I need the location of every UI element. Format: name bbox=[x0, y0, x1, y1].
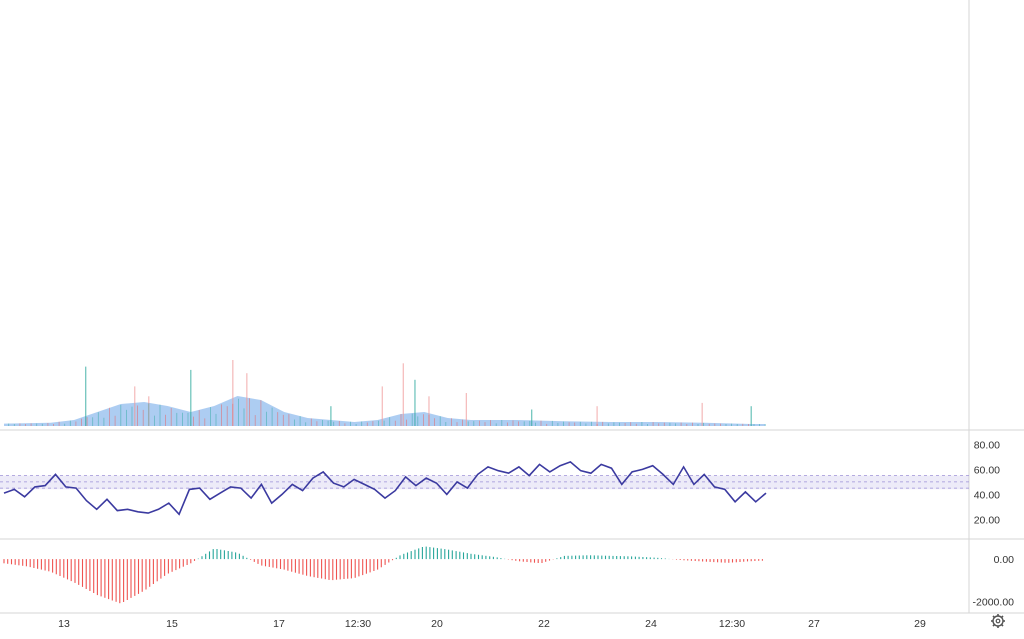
x-tick-label: 20 bbox=[431, 618, 443, 630]
x-tick-label: 12:30 bbox=[345, 618, 371, 630]
macd-tick-label: -2000.00 bbox=[973, 596, 1015, 608]
rsi-tick-label: 80.00 bbox=[974, 440, 1000, 452]
x-tick-label: 12:30 bbox=[719, 618, 745, 630]
rsi-pane bbox=[0, 460, 969, 516]
rsi-band bbox=[0, 475, 969, 490]
volume-pane bbox=[4, 360, 766, 426]
rsi-tick-label: 60.00 bbox=[974, 464, 1000, 476]
macd-pane bbox=[3, 546, 763, 604]
x-tick-label: 29 bbox=[914, 618, 926, 630]
x-tick-label: 22 bbox=[538, 618, 550, 630]
x-tick-label: 17 bbox=[273, 618, 285, 630]
settings-gear-icon[interactable] bbox=[991, 614, 1005, 628]
x-tick-label: 15 bbox=[166, 618, 178, 630]
axes: 32000.0030000.0028000.0026000.0025000.00… bbox=[58, 440, 1015, 631]
x-tick-label: 27 bbox=[808, 618, 820, 630]
x-tick-label: 24 bbox=[645, 618, 657, 630]
rsi-tick-label: 40.00 bbox=[974, 489, 1000, 501]
rsi-line bbox=[3, 460, 767, 516]
macd-tick-label: 0.00 bbox=[994, 554, 1015, 566]
grid bbox=[0, 0, 1024, 614]
x-tick-label: 13 bbox=[58, 618, 70, 630]
volume-ma-area bbox=[4, 396, 766, 426]
rsi-tick-label: 20.00 bbox=[974, 514, 1000, 526]
